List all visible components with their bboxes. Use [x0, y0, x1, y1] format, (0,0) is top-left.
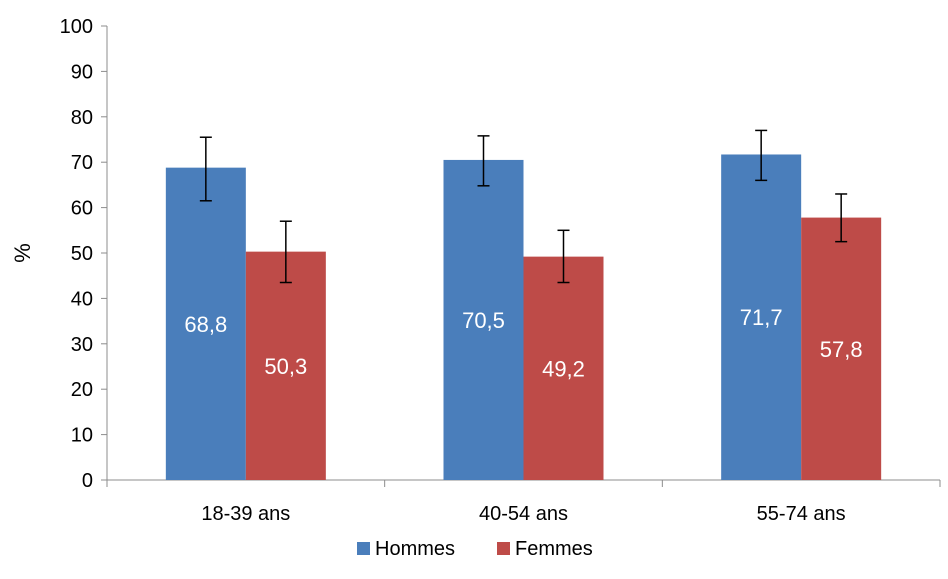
y-tick-label: 40 [71, 288, 93, 310]
x-axis: 18-39 ans 40-54 ans 55-74 ans [106, 479, 941, 525]
y-tick-label: 70 [71, 152, 93, 174]
bars-group: 68,8 50,3 70,5 49,2 71,7 57,8 [165, 129, 882, 480]
y-tick-label: 20 [71, 379, 93, 401]
bar-hommes [165, 167, 246, 480]
legend-label: Femmes [515, 538, 593, 560]
y-tick-label: 0 [82, 470, 93, 492]
legend-label: Hommes [375, 538, 455, 560]
y-axis: 0 10 20 30 40 50 60 70 80 90 100 [60, 16, 108, 492]
y-axis-label: % [10, 243, 35, 263]
x-tick-label: 18-39 ans [201, 503, 290, 525]
y-tick-label: 50 [71, 243, 93, 265]
y-tick-label: 100 [60, 16, 93, 38]
y-tick-label: 90 [71, 61, 93, 83]
data-label: 71,7 [740, 305, 783, 330]
x-tick-label: 40-54 ans [479, 503, 568, 525]
y-tick-label: 60 [71, 198, 93, 220]
data-label: 68,8 [184, 312, 227, 337]
data-label: 57,8 [820, 337, 863, 362]
legend-swatch-femmes [497, 542, 510, 555]
data-label: 50,3 [264, 354, 307, 379]
y-tick-label: 80 [71, 107, 93, 129]
data-label: 70,5 [462, 308, 505, 333]
bar-femmes [801, 217, 882, 480]
bar-femmes [523, 256, 604, 480]
bar-femmes [245, 251, 326, 480]
y-tick-label: 30 [71, 334, 93, 356]
y-tick-label: 10 [71, 425, 93, 447]
legend-swatch-hommes [357, 542, 370, 555]
x-tick-label: 55-74 ans [757, 503, 846, 525]
bar-hommes [443, 159, 524, 480]
data-label: 49,2 [542, 356, 585, 381]
bar-hommes [721, 154, 802, 480]
legend: Hommes Femmes [357, 538, 593, 560]
